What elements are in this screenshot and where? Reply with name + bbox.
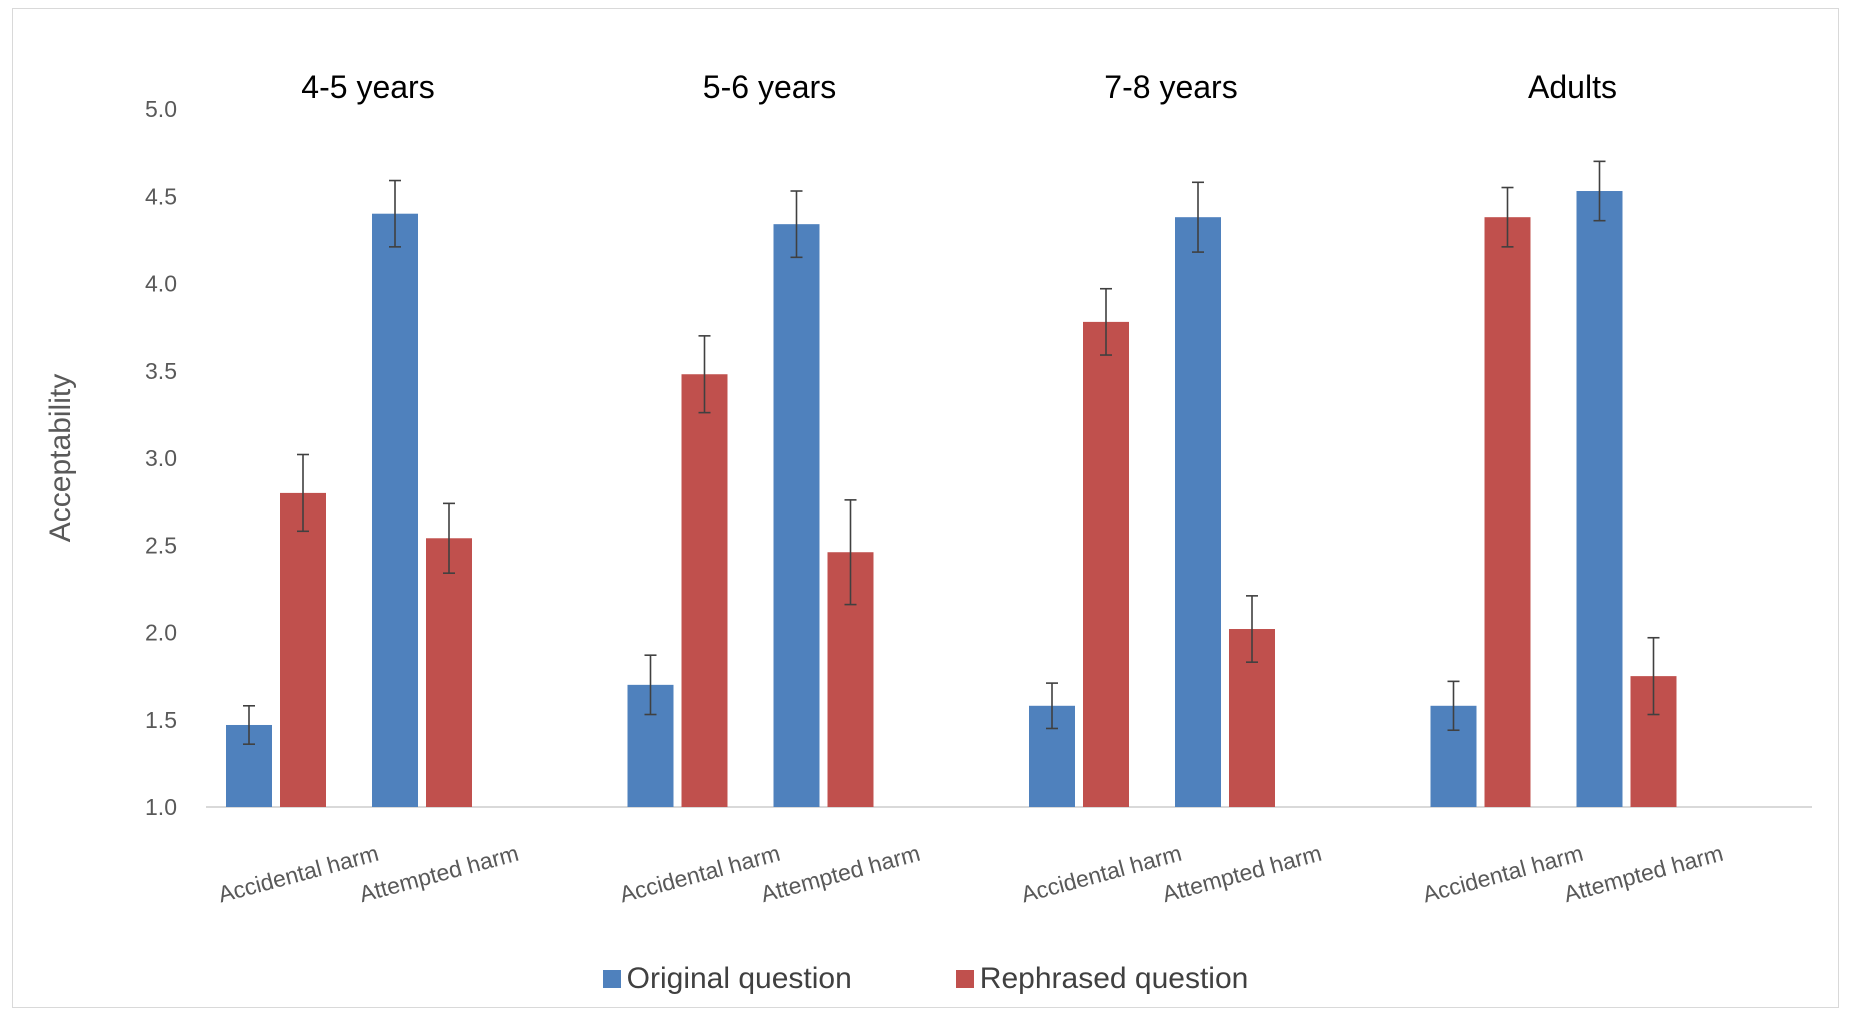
- group-title: 5-6 years: [703, 69, 836, 105]
- category-label: Accidental harm: [1018, 840, 1184, 908]
- category-label: Accidental harm: [617, 840, 783, 908]
- category-label: Attempted harm: [357, 840, 522, 907]
- y-tick-label: 4.0: [145, 271, 177, 297]
- category-label: Accidental harm: [1420, 840, 1586, 908]
- y-tick-label: 2.5: [145, 532, 177, 558]
- bar-rephrased: [681, 374, 728, 807]
- y-tick-label: 3.5: [145, 358, 177, 384]
- y-tick-label: 3.0: [145, 445, 177, 471]
- bar-rephrased: [426, 538, 472, 807]
- legend: Original question Rephrased question: [0, 962, 1851, 996]
- legend-label-original: Original question: [626, 962, 852, 995]
- bar-rephrased: [280, 492, 326, 807]
- y-tick-label: 4.5: [145, 183, 177, 209]
- category-label: Attempted harm: [758, 840, 923, 907]
- bar-original: [773, 224, 820, 808]
- category-label: Attempted harm: [1160, 840, 1325, 907]
- bar-rephrased: [1083, 321, 1129, 807]
- legend-label-rephrased: Rephrased question: [979, 962, 1249, 995]
- bar-rephrased: [1484, 217, 1531, 807]
- y-tick-label: 2.0: [145, 620, 177, 646]
- group-title: 7-8 years: [1104, 69, 1237, 105]
- y-axis-label: Acceptability: [44, 374, 77, 542]
- category-label: Attempted harm: [1561, 840, 1726, 907]
- y-tick-label: 5.0: [145, 96, 177, 122]
- y-tick-label: 1.5: [145, 707, 177, 733]
- bar-original: [1175, 217, 1221, 807]
- legend-swatch-original: [602, 970, 621, 988]
- legend-item-original: Original question: [602, 962, 852, 996]
- y-tick-label: 1.0: [145, 794, 177, 820]
- group-title: Adults: [1528, 69, 1617, 105]
- group-title: 4-5 years: [301, 69, 434, 105]
- category-label: Accidental harm: [215, 840, 381, 908]
- bar-original: [372, 213, 418, 807]
- legend-item-rephrased: Rephrased question: [955, 962, 1249, 996]
- bar-original: [1576, 191, 1623, 807]
- legend-swatch-rephrased: [955, 970, 974, 988]
